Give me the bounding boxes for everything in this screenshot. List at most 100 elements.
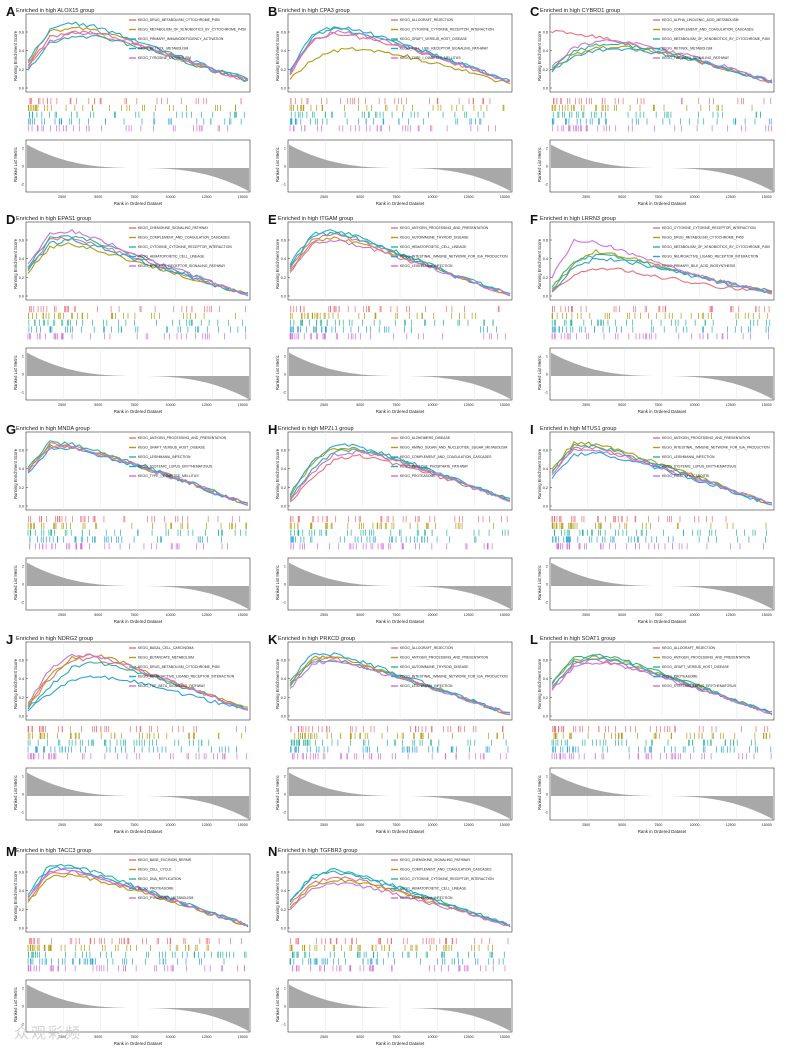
panel-n: N Enriched in high TGFBR3 group Running En… <box>268 844 513 1046</box>
ranked-metric-area <box>551 144 773 192</box>
es-y-tick-label: 0.0 <box>281 715 286 719</box>
x-axis-label: Rank in Ordered Dataset <box>638 829 687 834</box>
x-tick-label: 7500 <box>392 1035 400 1039</box>
x-tick-label: 7500 <box>130 195 138 199</box>
panel-letter: G <box>6 422 16 437</box>
legend-label: KEGG_PROTEASOME <box>662 675 698 679</box>
legend-label: KEGG_AMINO_SUGAR_AND_NUCLEOTIDE_SUGAR_ME… <box>400 446 508 450</box>
rank-y-axis-label: Ranked List Metric <box>13 147 18 182</box>
panel-title: Enriched in high CPA3 group <box>278 8 350 14</box>
es-y-tick-label: 0.4 <box>19 49 24 53</box>
panel-title: Enriched in high LRRN3 group <box>540 216 616 222</box>
es-series-line <box>27 868 249 926</box>
x-tick-label: 7500 <box>654 195 662 199</box>
x-tick-label: 5000 <box>618 823 626 827</box>
x-tick-label: 12500 <box>202 195 212 199</box>
ranked-metric-area <box>27 772 249 820</box>
es-series-line <box>551 443 773 506</box>
x-tick-label: 2500 <box>582 823 590 827</box>
es-y-tick-label: 0.2 <box>19 276 24 280</box>
x-tick-label: 2500 <box>582 195 590 199</box>
legend-label: KEGG_GRAFT_VERSUS_HOST_DISEASE <box>400 37 468 41</box>
x-tick-label: 10000 <box>690 823 700 827</box>
x-axis-label: Rank in Ordered Dataset <box>376 1041 425 1046</box>
ranked-metric-area <box>289 772 511 820</box>
panel-title: Enriched in high CYBRD1 group <box>540 8 620 14</box>
rank-y-tick-label: -1 <box>21 391 24 395</box>
rank-y-tick-label: -1 <box>283 183 286 187</box>
panel-letter: J <box>6 632 13 647</box>
rank-y-tick-label: 2 <box>546 147 548 151</box>
es-y-tick-label: 0.6 <box>281 659 286 663</box>
rank-y-tick-label: 1 <box>284 987 286 991</box>
rank-y-axis-label: Ranked List Metric <box>275 987 280 1022</box>
x-tick-label: 15000 <box>762 613 772 617</box>
panel-letter: H <box>268 422 277 437</box>
es-y-axis-label: Running Enrichment Score <box>13 870 18 921</box>
rank-y-tick-label: -1 <box>21 811 24 815</box>
es-y-tick-label: 0.2 <box>19 486 24 490</box>
es-y-tick-label: 0.6 <box>19 239 24 243</box>
rank-y-tick-label: 2 <box>22 147 24 151</box>
rank-y-tick-label: 0 <box>546 583 548 587</box>
ranked-metric-area <box>551 772 773 820</box>
x-tick-label: 15000 <box>238 403 248 407</box>
rank-y-tick-label: -2 <box>545 601 548 605</box>
ranked-metric-area <box>551 562 773 610</box>
legend-label: KEGG_CHEMOKINE_SIGNALING_PATHWAY <box>138 226 209 230</box>
legend-label: KEGG_PRIMARY_IMMUNODEFICIENCY_ACTIVATION <box>138 37 224 41</box>
es-y-tick-label: 0.2 <box>281 276 286 280</box>
x-tick-label: 15000 <box>500 1035 510 1039</box>
x-tick-label: 7500 <box>130 1035 138 1039</box>
panel-title: Enriched in high NDRG2 group <box>16 636 93 642</box>
x-tick-label: 7500 <box>392 823 400 827</box>
es-y-axis-label: Running Enrichment Score <box>13 658 18 709</box>
rank-y-tick-label: -1 <box>545 391 548 395</box>
es-y-tick-label: 0.2 <box>281 68 286 72</box>
es-y-tick-label: 0.4 <box>543 257 548 261</box>
legend-label: KEGG_LEISHMANIA_INFECTION <box>400 896 453 900</box>
es-y-tick-label: 0.4 <box>281 257 286 261</box>
x-tick-label: 10000 <box>428 613 438 617</box>
x-tick-label: 7500 <box>130 823 138 827</box>
legend-label: KEGG_BUTANOATE_METABOLISM <box>138 656 194 660</box>
es-series-line <box>289 231 511 295</box>
legend-label: KEGG_ALLOGRAFT_REJECTION <box>400 18 453 22</box>
legend-label: KEGG_ANTIGEN_PROCESSING_AND_PRESENTATION <box>400 656 489 660</box>
es-series-line <box>27 30 249 82</box>
es-series-line <box>289 652 511 713</box>
panel-e: E Enriched in high ITGAM group Running Enr… <box>268 212 513 414</box>
x-axis-label: Rank in Ordered Dataset <box>114 409 163 414</box>
x-tick-label: 7500 <box>392 195 400 199</box>
es-series-line <box>551 253 773 294</box>
panel-title: Enriched in high TGFBR3 group <box>278 848 358 854</box>
es-series-line <box>289 29 511 83</box>
x-tick-label: 12500 <box>202 403 212 407</box>
rank-y-axis-label: Ranked List Metric <box>13 775 18 810</box>
panel-letter: D <box>6 212 15 227</box>
legend-label: KEGG_CYTOKINE_CYTOKINE_RECEPTOR_INTERACT… <box>400 877 494 881</box>
legend-label: KEGG_METABOLISM_OF_XENOBIOTICS_BY_CYTOCH… <box>662 245 770 249</box>
legend-label: KEGG_ALPHA_LINOLENIC_ACID_METABOLISM <box>662 18 739 22</box>
es-y-axis-label: Running Enrichment Score <box>13 448 18 499</box>
rank-y-tick-label: -2 <box>283 391 286 395</box>
legend-label: KEGG_PENTOSE_PHOSPHATE_PATHWAY <box>400 465 469 469</box>
rank-y-axis-label: Ranked List Metric <box>13 565 18 600</box>
rank-y-tick-label: 0 <box>22 165 24 169</box>
es-y-axis-label: Running Enrichment Score <box>275 870 280 921</box>
es-series-line <box>551 448 773 506</box>
legend-label: KEGG_CYTOKINE_CYTOKINE_RECEPTOR_INTERACT… <box>400 28 494 32</box>
legend-label: KEGG_LEISHMANIA_INFECTION <box>400 684 453 688</box>
x-tick-label: 2500 <box>320 613 328 617</box>
es-y-tick-label: 0.0 <box>19 87 24 91</box>
rank-y-tick-label: 0 <box>22 583 24 587</box>
es-y-tick-label: 0.6 <box>543 659 548 663</box>
es-series-line <box>27 242 249 295</box>
es-series-line <box>551 657 773 716</box>
panel-title: Enriched in high ITGAM group <box>278 216 353 222</box>
x-tick-label: 2500 <box>582 403 590 407</box>
x-tick-label: 5000 <box>356 195 364 199</box>
es-series-line <box>289 882 511 926</box>
x-tick-label: 12500 <box>202 1035 212 1039</box>
x-tick-label: 5000 <box>356 403 364 407</box>
